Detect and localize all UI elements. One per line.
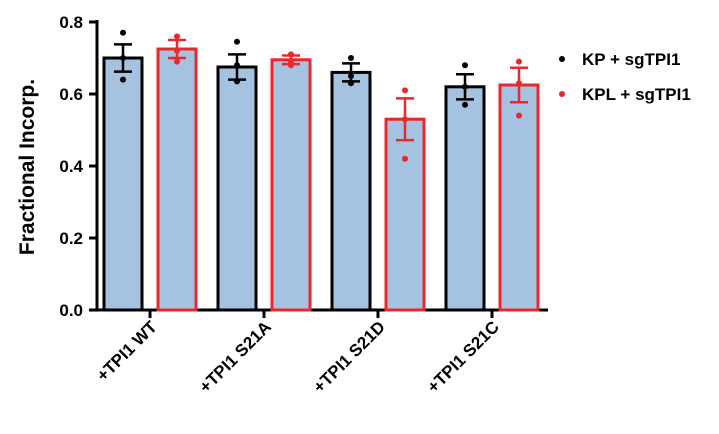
data-point — [462, 62, 468, 69]
data-point — [402, 116, 408, 123]
bar — [330, 70, 372, 312]
legend: KP + sgTPI1 KPL + sgTPI1 — [559, 50, 691, 104]
data-point — [234, 62, 240, 69]
legend-marker — [559, 56, 565, 62]
category-label: +TPI1 S21A — [196, 317, 275, 396]
bar — [444, 85, 486, 312]
category-label: +TPI1 WT — [93, 317, 161, 385]
data-point — [120, 55, 126, 61]
data-point — [174, 33, 180, 40]
plot-area: 0.0 0.2 0.4 0.6 0.8 +TPI1 WT +TPI1 S21A +TPI1 S… — [59, 13, 548, 397]
y-axis-title: Fractional Incorp. — [16, 79, 39, 255]
category-label: +TPI1 S21D — [310, 317, 389, 396]
y-tick-label: 0.4 — [59, 157, 83, 176]
legend-label: KPL + sgTPI1 — [582, 85, 691, 104]
category-label: +TPI1 S21C — [424, 317, 503, 396]
bar — [384, 117, 426, 312]
data-point — [462, 83, 468, 90]
bar — [498, 83, 540, 312]
legend-label: KP + sgTPI1 — [582, 50, 680, 69]
data-point — [348, 73, 354, 79]
y-tick-label: 0.0 — [59, 301, 83, 320]
y-tick-label: 0.6 — [59, 85, 83, 104]
y-tick-label: 0.8 — [59, 13, 83, 32]
data-point — [288, 62, 294, 69]
data-point — [288, 51, 294, 58]
bar — [156, 47, 198, 312]
data-point — [348, 80, 354, 87]
bar — [102, 56, 144, 312]
data-point — [120, 76, 126, 83]
y-tick-label: 0.2 — [59, 229, 83, 248]
data-point — [120, 29, 126, 36]
data-point — [516, 80, 522, 87]
bar — [270, 58, 312, 312]
data-point — [402, 155, 408, 162]
data-point — [234, 78, 240, 85]
data-point — [462, 101, 468, 108]
data-point — [402, 87, 408, 94]
data-point — [516, 58, 522, 65]
bar — [216, 65, 258, 312]
legend-marker — [559, 91, 565, 97]
data-point — [234, 38, 240, 45]
data-point — [174, 47, 180, 54]
data-point — [516, 112, 522, 119]
data-point — [174, 58, 180, 65]
data-point — [348, 55, 354, 61]
